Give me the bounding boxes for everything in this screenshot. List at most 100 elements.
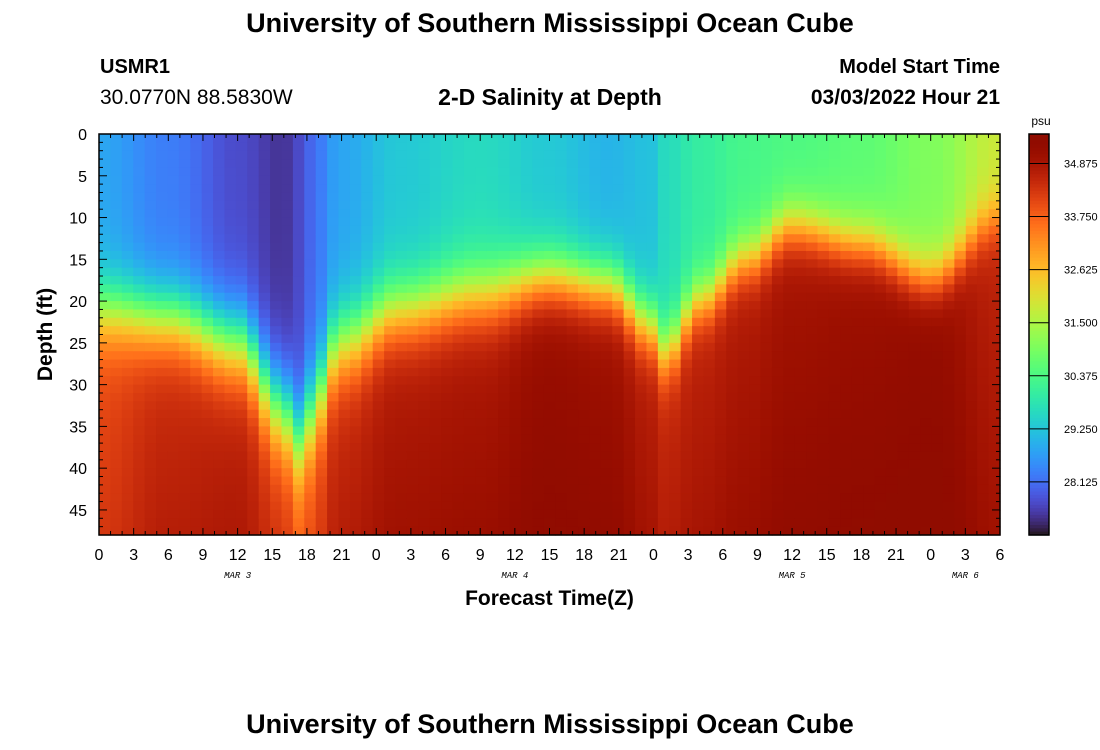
colorbar-cell <box>1029 521 1049 526</box>
heatmap-cell <box>635 509 648 519</box>
heatmap-cell <box>760 493 773 503</box>
heatmap-cell <box>213 342 226 352</box>
heatmap-cell <box>863 159 876 169</box>
heatmap-cell <box>635 392 648 402</box>
heatmap-cell <box>874 150 887 160</box>
heatmap-cell <box>361 217 374 227</box>
heatmap-cell <box>965 426 978 436</box>
heatmap-cell <box>486 384 499 394</box>
heatmap-cell <box>931 234 944 244</box>
heatmap-cell <box>178 359 191 369</box>
heatmap-cell <box>327 292 340 302</box>
heatmap-cell <box>498 501 511 511</box>
heatmap-cell <box>270 267 283 277</box>
heatmap-cell <box>532 401 545 411</box>
heatmap-cell <box>190 451 203 461</box>
heatmap-cell <box>714 317 727 327</box>
heatmap-cell <box>578 326 591 336</box>
heatmap-cell <box>817 326 830 336</box>
heatmap-cell <box>349 276 362 285</box>
heatmap-cell <box>714 159 727 169</box>
heatmap-cell <box>110 175 123 185</box>
heatmap-cell <box>874 217 887 227</box>
heatmap-cell <box>133 192 146 202</box>
heatmap-cell <box>897 359 910 369</box>
heatmap-cell <box>646 409 659 419</box>
heatmap-cell <box>703 150 716 160</box>
heatmap-cell <box>247 443 260 453</box>
heatmap-cell <box>509 192 522 202</box>
heatmap-cell <box>315 384 328 394</box>
heatmap-cell <box>749 150 762 160</box>
heatmap-cell <box>840 200 853 210</box>
heatmap-cell <box>840 351 853 361</box>
heatmap-cell <box>281 301 294 311</box>
heatmap-cell <box>281 242 294 252</box>
heatmap-cell <box>498 493 511 503</box>
heatmap-cell <box>190 317 203 327</box>
heatmap-cell <box>349 418 362 427</box>
heatmap-cell <box>406 342 419 352</box>
heatmap-cell <box>863 493 876 503</box>
heatmap-cell <box>292 342 305 352</box>
heatmap-cell <box>475 134 488 143</box>
heatmap-cell <box>566 292 579 302</box>
heatmap-cell <box>920 351 933 361</box>
heatmap-cell <box>920 175 933 185</box>
heatmap-cell <box>794 476 807 486</box>
heatmap-cell <box>942 259 955 269</box>
heatmap-cell <box>828 284 841 294</box>
heatmap-cell <box>406 426 419 436</box>
heatmap-cell <box>635 434 648 444</box>
colorbar-cell <box>1029 431 1049 436</box>
heatmap-cell <box>372 209 385 219</box>
heatmap-cell <box>965 359 978 369</box>
heatmap-cell <box>806 234 819 244</box>
heatmap-cell <box>349 392 362 402</box>
heatmap-cell <box>555 200 568 210</box>
heatmap-cell <box>783 217 796 227</box>
heatmap-cell <box>657 267 670 277</box>
heatmap-cell <box>144 342 157 352</box>
heatmap-cell <box>771 200 784 210</box>
heatmap-cell <box>270 376 283 386</box>
heatmap-cell <box>201 434 214 444</box>
heatmap-cell <box>749 518 762 528</box>
heatmap-cell <box>714 451 727 461</box>
heatmap-cell <box>692 342 705 352</box>
heatmap-cell <box>737 292 750 302</box>
heatmap-cell <box>714 342 727 352</box>
heatmap-cell <box>908 276 921 285</box>
heatmap-cell <box>623 292 636 302</box>
heatmap-cell <box>612 309 625 319</box>
heatmap-cell <box>612 200 625 210</box>
heatmap-cell <box>384 225 397 235</box>
heatmap-cell <box>612 401 625 411</box>
heatmap-cell <box>726 234 739 244</box>
heatmap-cell <box>520 351 533 361</box>
heatmap-cell <box>920 443 933 453</box>
heatmap-cell <box>566 225 579 235</box>
heatmap-cell <box>406 443 419 453</box>
heatmap-cell <box>794 250 807 260</box>
heatmap-cell <box>532 418 545 427</box>
heatmap-cell <box>965 267 978 277</box>
heatmap-cell <box>897 468 910 478</box>
heatmap-cell <box>463 301 476 311</box>
heatmap-cell <box>315 150 328 160</box>
heatmap-cell <box>270 292 283 302</box>
heatmap-cell <box>692 276 705 285</box>
heatmap-cell <box>281 367 294 377</box>
heatmap-cell <box>361 509 374 519</box>
heatmap-cell <box>475 209 488 219</box>
heatmap-cell <box>578 334 591 344</box>
heatmap-cell <box>817 175 830 185</box>
heatmap-cell <box>806 150 819 160</box>
heatmap-cell <box>304 317 317 327</box>
heatmap-cell <box>372 267 385 277</box>
heatmap-cell <box>954 468 967 478</box>
heatmap-cell <box>133 267 146 277</box>
heatmap-cell <box>292 184 305 194</box>
heatmap-cell <box>498 459 511 469</box>
heatmap-cell <box>954 309 967 319</box>
